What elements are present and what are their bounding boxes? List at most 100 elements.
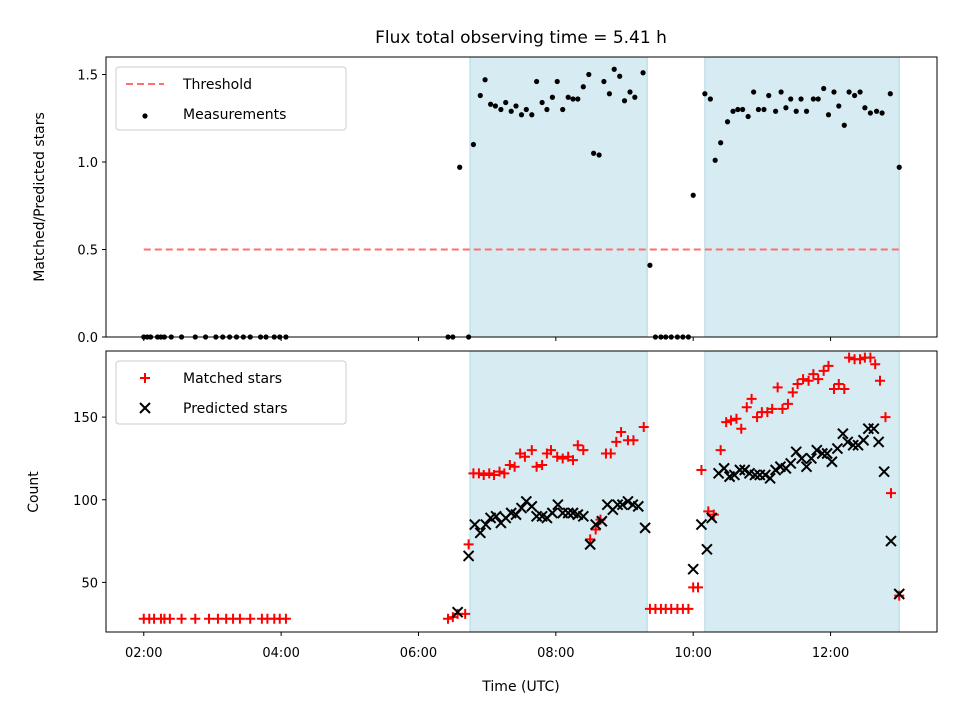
y-tick-label: 0.5	[77, 244, 98, 259]
x-tick-label: 08:00	[537, 646, 574, 661]
chart-title: Flux total observing time = 5.41 h	[375, 28, 667, 48]
predicted-star-point	[831, 442, 844, 455]
matched-star-point	[782, 398, 793, 409]
counts-legend: Matched stars Predicted stars	[115, 360, 347, 425]
predicted-star-point	[749, 469, 761, 481]
measurement-point	[549, 94, 556, 100]
predicted-star-point	[885, 535, 897, 547]
matched-star-point	[874, 375, 885, 386]
matched-star-point	[752, 412, 763, 423]
measurement-point	[601, 78, 607, 85]
predicted-star-point	[868, 422, 880, 435]
matched-star-point	[813, 374, 824, 385]
measurement-point	[539, 99, 545, 106]
matched-stars-points	[138, 352, 905, 624]
matched-star-point	[767, 403, 778, 414]
matched-star-point	[526, 445, 537, 456]
measurement-point	[457, 164, 463, 170]
measurement-point	[513, 103, 519, 109]
y-tick-label: 50	[81, 576, 98, 591]
measurement-point	[740, 106, 746, 113]
y-tick-label: 1.0	[77, 156, 98, 171]
measurement-point	[851, 92, 858, 99]
measurement-point	[825, 112, 832, 118]
matched-star-point	[473, 468, 484, 479]
matched-star-point	[572, 440, 583, 451]
matched-star-point	[792, 379, 803, 390]
matched-star-point	[725, 415, 736, 426]
matched-star-point	[489, 469, 500, 480]
measurement-point	[611, 66, 617, 72]
predicted-star-point	[805, 452, 818, 465]
matched-star-point	[537, 460, 548, 471]
matched-star-point	[798, 374, 809, 385]
matched-star-point	[616, 426, 627, 437]
predicted-star-point	[816, 447, 829, 460]
measurement-point	[815, 96, 821, 102]
measurement-point	[640, 70, 646, 76]
matched-star-point	[531, 461, 542, 472]
measurement-point	[565, 94, 571, 100]
matched-star-point	[855, 354, 866, 365]
matched-star-point	[772, 382, 783, 393]
matched-star-point	[557, 453, 568, 464]
counts-y-axis-label: Count	[26, 471, 42, 513]
measurement-point	[617, 73, 623, 79]
predicted-star-point	[469, 518, 481, 531]
measurement-point	[544, 106, 550, 113]
measurement-point	[831, 89, 837, 95]
matched-star-point	[894, 590, 905, 601]
measurement-point	[627, 89, 633, 95]
measurement-point	[529, 112, 535, 118]
measurement-point	[857, 89, 863, 95]
predicted-star-point	[577, 510, 590, 523]
measurement-point	[554, 78, 560, 85]
measurement-point	[492, 103, 499, 109]
ratio-axes-frame	[105, 56, 938, 338]
measurement-point	[867, 110, 873, 116]
matched-star-point	[721, 417, 732, 428]
matched-star-point	[176, 613, 187, 624]
measurement-point	[477, 92, 483, 99]
predicted-star-point	[811, 444, 823, 456]
predicted-star-point	[596, 515, 608, 527]
measurement-point	[503, 99, 509, 106]
predicted-star-point	[546, 507, 559, 519]
matched-star-point	[234, 613, 245, 624]
predicted-star-point	[872, 436, 885, 448]
predicted-star-point	[611, 499, 624, 511]
predicted-star-point	[632, 500, 644, 513]
matched-star-point	[731, 413, 742, 424]
measurement-point	[596, 152, 602, 158]
ratio-y-axis-label: Matched/Predicted stars	[32, 112, 48, 282]
measurement-point	[508, 108, 514, 114]
y-tick-label: 1.5	[77, 69, 98, 84]
measurement-point	[498, 106, 504, 113]
matched-star-point	[245, 613, 256, 624]
measurement-point	[570, 96, 576, 102]
predicted-star-point	[462, 550, 475, 562]
matched-star-point	[499, 468, 510, 479]
measurement-point	[534, 78, 540, 85]
y-tick-label: 150	[73, 411, 98, 426]
matched-star-point	[280, 613, 291, 624]
matched-star-point	[590, 524, 601, 535]
predicted-star-point	[687, 563, 699, 575]
x-tick-label: 10:00	[674, 646, 711, 661]
predicted-star-point	[847, 439, 859, 451]
measurement-point	[632, 94, 638, 100]
measurement-point	[518, 112, 525, 118]
measurement-point	[766, 92, 772, 99]
predicted-star-point	[562, 507, 574, 519]
legend-label: Predicted stars	[183, 401, 288, 417]
measurement-point	[606, 91, 613, 97]
matched-star-point	[823, 360, 834, 371]
y-tick-label: 0.0	[77, 331, 98, 346]
predicted-star-point	[490, 510, 502, 523]
predicted-star-point	[474, 527, 487, 539]
matched-star-point	[478, 469, 489, 480]
predicted-star-point	[893, 588, 905, 600]
measurement-point	[621, 98, 628, 104]
predicted-star-point	[589, 518, 602, 531]
measurement-point	[702, 91, 708, 97]
